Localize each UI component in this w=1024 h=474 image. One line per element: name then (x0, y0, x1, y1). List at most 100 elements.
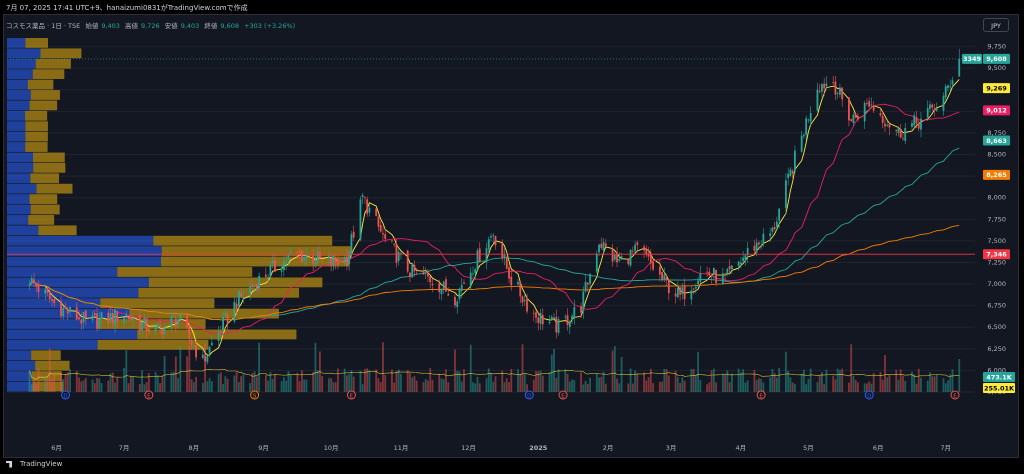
candle-body (312, 255, 315, 264)
candle-body (785, 180, 787, 209)
candle-body (204, 356, 207, 362)
volume-bar (942, 378, 945, 392)
volume-bar (866, 383, 868, 392)
candle-body (397, 251, 400, 261)
candle-body (264, 274, 267, 277)
volume-bar (222, 383, 225, 392)
volume-bar (712, 368, 715, 392)
volume-bar (895, 369, 898, 392)
candle-body (305, 255, 308, 259)
volume-bar (154, 371, 157, 392)
candle-body (800, 135, 803, 152)
profile-bar-buy (7, 381, 33, 392)
volume-bar (521, 344, 524, 392)
volume-bar (573, 380, 576, 392)
candle-body (920, 118, 922, 130)
candle-body (127, 316, 130, 320)
profile-bar-buy (7, 267, 118, 277)
candle-body (100, 312, 103, 319)
profile-bar-sell (25, 38, 48, 48)
candle-body (44, 289, 47, 294)
volume-bar (739, 372, 742, 392)
profile-bar-buy (7, 142, 26, 152)
volume-bar (147, 373, 150, 392)
volume-bar (107, 380, 110, 392)
candle-body (379, 224, 382, 232)
candle-body (762, 233, 765, 244)
profile-bar-buy (7, 225, 39, 236)
candle-body (818, 91, 821, 93)
candle-body (62, 307, 65, 317)
candle-body (661, 272, 663, 280)
candle-body (188, 326, 191, 339)
candle-body (598, 244, 600, 253)
candle-body (400, 253, 402, 255)
candle-body (409, 272, 411, 278)
volume-bar (555, 377, 558, 392)
candle-body (674, 293, 677, 297)
profile-bar-buy (7, 329, 138, 340)
volume-bar (469, 344, 472, 392)
candle-body (917, 123, 920, 129)
volume-bar (850, 344, 853, 392)
candle-body (904, 127, 907, 141)
volume-bar (424, 379, 427, 392)
candle-body (643, 246, 645, 251)
volume-bar (271, 378, 274, 392)
volume-bar (508, 382, 510, 392)
event-marker-label: D (867, 393, 871, 399)
candle-body (535, 312, 537, 318)
ma-fast-tag-bg (983, 83, 1010, 94)
candle-body (143, 317, 146, 325)
candle-body (129, 316, 132, 320)
volume-bar (571, 379, 573, 392)
volume-ma-tag-bg (983, 383, 1015, 393)
candle-body (683, 285, 686, 300)
volume-bar (681, 377, 684, 392)
volume-bar (114, 382, 116, 392)
volume-bar (933, 376, 936, 392)
candle-body (825, 83, 828, 87)
volume-bar (379, 382, 382, 392)
candle-body (424, 272, 427, 274)
volume-bar (224, 376, 227, 392)
candle-body (116, 311, 119, 322)
candle-body (125, 314, 128, 317)
volume-bar (658, 381, 661, 392)
last-price-tag-bg (983, 53, 1010, 64)
volume-bar (917, 368, 920, 392)
volume-bar (438, 373, 441, 392)
ma-mid-tag-bg (983, 105, 1010, 116)
candle-body (757, 242, 760, 245)
volume-bar (330, 378, 333, 392)
profile-bar-sell (40, 48, 82, 59)
candle-body (848, 97, 850, 121)
volume-bar (706, 384, 709, 392)
candle-body (586, 282, 589, 285)
candle-body (337, 259, 339, 265)
candle-body (634, 244, 636, 252)
volume-bar (69, 369, 71, 392)
candle-body (438, 283, 441, 293)
candle-body (523, 300, 526, 302)
volume-bar (857, 382, 859, 392)
profile-bar-sell (117, 267, 253, 277)
volume-bar (125, 350, 128, 392)
volume-bar (692, 368, 695, 392)
candle-body (613, 254, 616, 260)
profile-bar-buy (7, 69, 33, 80)
volume-bar (586, 383, 589, 392)
symbol-name[interactable]: コスモス薬品 · 1日 · TSE (6, 22, 81, 30)
volume-bar (645, 380, 648, 392)
volume-bar (145, 382, 148, 392)
profile-bar-sell (31, 350, 61, 361)
volume-bar (233, 375, 236, 392)
currency-button[interactable]: JPY (983, 18, 1009, 32)
hline-tag: 7,346 (986, 250, 1007, 258)
candle-body (316, 251, 319, 263)
volume-bar (253, 371, 256, 392)
candle-body (154, 326, 157, 332)
candle-body (253, 284, 256, 286)
volume-bar (487, 368, 490, 392)
candle-body (51, 299, 53, 301)
